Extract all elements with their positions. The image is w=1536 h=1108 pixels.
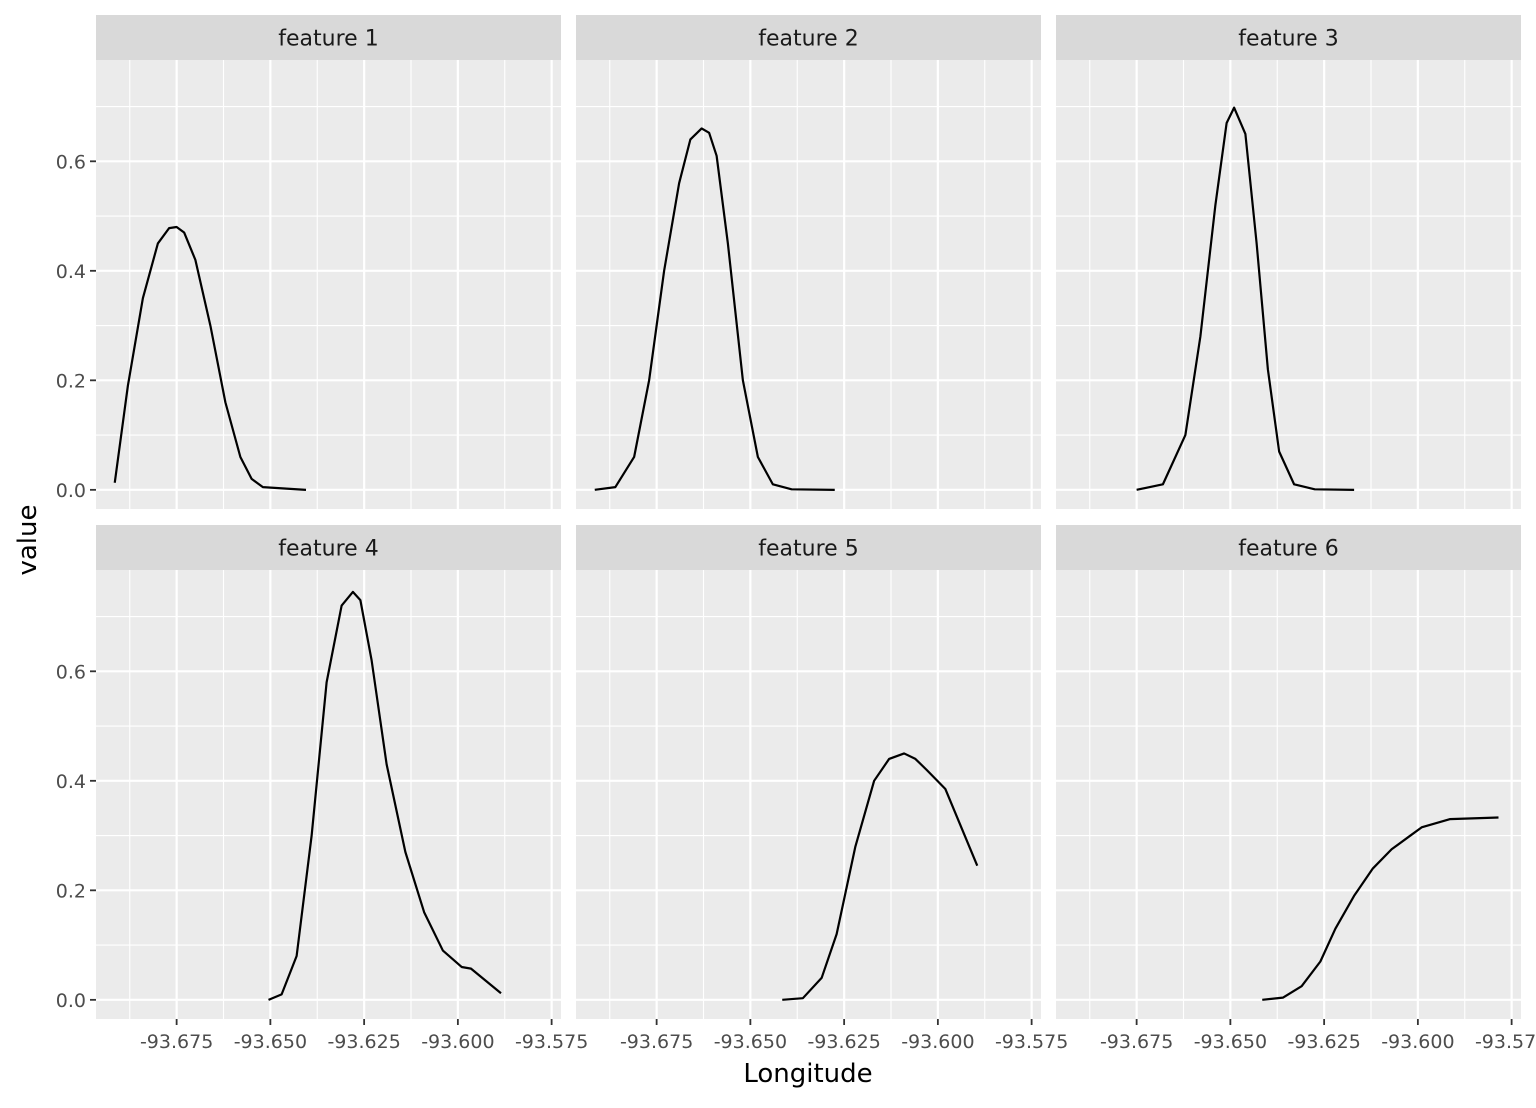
y-tick-label: 0.6 [56,661,86,683]
x-tick-label: -93.600 [1381,1031,1454,1053]
x-tick-label: -93.575 [995,1031,1068,1053]
x-tick-label: -93.675 [140,1031,213,1053]
y-tick-label: 0.0 [56,480,86,502]
x-tick-label: -93.575 [515,1031,588,1053]
facet-panel-3: feature 3 [1056,15,1521,509]
x-tick-label: -93.600 [421,1031,494,1053]
facet-panel-6: feature 6 -93.675 -93.650 -93.625 -93.600 -93… [1056,525,1536,1053]
y-axis-title: value [13,504,43,575]
y-tick-label: 0.4 [56,771,86,793]
panel-background [576,570,1041,1019]
facet-strip [576,525,1041,570]
facet-strip [576,15,1041,60]
facet-strip [1056,525,1521,570]
panel-background [1056,570,1521,1019]
facet-panel-5: feature 5 -93.675 -93.650 -93.625 -93.600 -93… [576,525,1068,1053]
x-tick-label: -93.650 [234,1031,307,1053]
facet-strip [96,15,561,60]
series-line-4 [268,590,502,1001]
x-tick-label: -93.625 [1287,1031,1360,1053]
series-line-5 [782,752,979,1001]
series-line-3 [1136,106,1355,491]
x-tick-label: -93.625 [327,1031,400,1053]
series-line-6 [1262,816,1499,1001]
y-tick-label: 0.2 [56,370,86,392]
x-tick-label: -93.575 [1475,1031,1536,1053]
x-tick-label: -93.675 [1100,1031,1173,1053]
x-tick-label: -93.625 [807,1031,880,1053]
y-tick-label: 0.6 [56,151,86,173]
facet-strip-label: feature 6 [1238,537,1338,562]
x-tick-label: -93.675 [620,1031,693,1053]
x-axis-title: Longitude [743,1059,872,1089]
panel-background [1056,60,1521,509]
facet-panel-4: feature 4 0.0 0.2 0.4 0.6 -93.675 -93.650 -93.6… [56,525,588,1053]
y-tick-label: 0.4 [56,261,86,283]
y-tick-label: 0.0 [56,990,86,1012]
y-tick-label: 0.2 [56,880,86,902]
panel-background [576,60,1041,509]
facet-panel-1: feature 1 0.0 0.2 0.4 0.6 [56,15,561,509]
panel-background [96,60,561,509]
x-tick-label: -93.650 [1194,1031,1267,1053]
facet-strip-label: feature 1 [278,27,378,52]
facet-strip-label: feature 5 [758,537,858,562]
x-tick-label: -93.650 [714,1031,787,1053]
facet-strip-label: feature 3 [1238,27,1338,52]
series-line-2 [594,127,835,491]
facet-strip-label: feature 2 [758,27,858,52]
series-line-1 [113,225,307,491]
facet-strip-label: feature 4 [278,537,378,562]
facet-strip [96,525,561,570]
x-tick-label: -93.600 [901,1031,974,1053]
facet-strip [1056,15,1521,60]
facet-panel-2: feature 2 [576,15,1041,509]
panel-background [96,570,561,1019]
